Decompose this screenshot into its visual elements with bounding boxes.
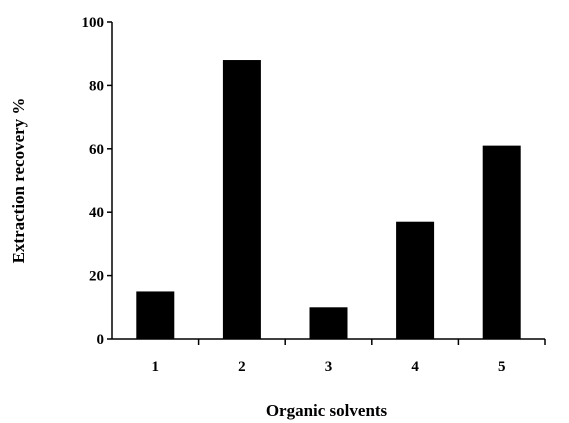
bar-3	[309, 307, 348, 339]
y-axis-ticks: 0 20 40 60 80 100	[82, 15, 112, 348]
bar-5	[482, 145, 521, 339]
bar-4	[396, 221, 435, 339]
y-tick-label: 80	[89, 78, 104, 94]
y-tick-label: 40	[89, 205, 104, 221]
y-tick-label: 0	[97, 332, 105, 348]
y-tick-label: 60	[89, 142, 104, 158]
bar-series	[136, 60, 521, 339]
x-axis-ticks: 1 2 3 4 5	[152, 339, 546, 375]
x-tick-label: 2	[238, 359, 246, 375]
x-tick-label: 3	[325, 359, 333, 375]
bar-2	[222, 60, 261, 339]
x-axis-title: Organic solvents	[266, 401, 388, 420]
x-tick-label: 5	[498, 359, 506, 375]
x-tick-label: 1	[152, 359, 160, 375]
bar-1	[136, 291, 175, 339]
x-tick-label: 4	[411, 359, 419, 375]
y-tick-label: 20	[89, 269, 104, 285]
y-axis-title: Extraction recovery %	[9, 98, 28, 264]
y-tick-label: 100	[82, 15, 105, 31]
